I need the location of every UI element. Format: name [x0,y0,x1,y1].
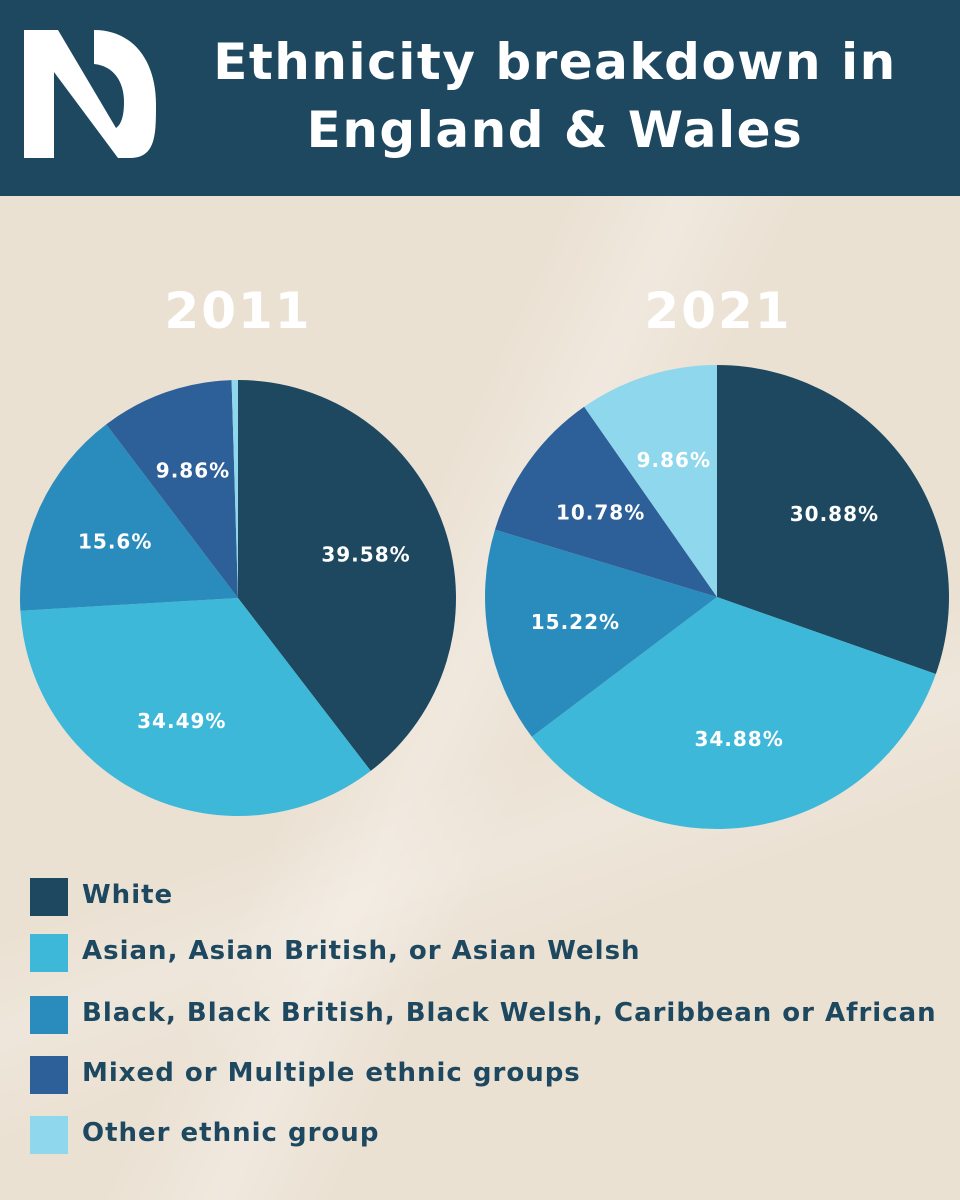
page-title-line-2: England & Wales [306,101,804,159]
page-title: Ethnicity breakdown in England & Wales [185,28,925,164]
legend-swatch-asian [30,934,68,972]
pie-2011-slice-white [238,380,456,771]
header-banner: Ethnicity breakdown in England & Wales [0,0,960,196]
legend-item-mixed: Mixed or Multiple ethnic groups [30,1056,950,1096]
pie-2021-label-asian: 34.88% [694,727,783,751]
legend-label-asian: Asian, Asian British, or Asian Welsh [82,936,641,966]
pie-2021-slice-mixed [495,406,717,597]
charts-area: 2011 2021 39.58% 34.49% 15.6% 9.86% 30.88% 3… [0,196,960,856]
brand-logo-icon [24,30,156,158]
chart-2021-title: 2021 [644,282,792,340]
pie-2021-label-mixed: 10.78% [556,501,645,525]
pie-2011-slice-other [231,380,238,598]
pie-2021-slice-asian [531,597,936,829]
legend-item-asian: Asian, Asian British, or Asian Welsh [30,934,950,974]
pie-2011-label-mixed: 9.86% [156,459,230,483]
legend-label-mixed: Mixed or Multiple ethnic groups [82,1058,581,1088]
pie-chart-2011: 39.58% 34.49% 15.6% 9.86% [19,380,456,817]
pie-2021-slice-white [717,365,949,675]
pie-2021-label-white: 30.88% [790,502,879,526]
pie-2011-slice-mixed [106,380,238,598]
legend-swatch-other [30,1116,68,1154]
legend-item-white: White [30,878,950,918]
legend-swatch-mixed [30,1056,68,1094]
legend-item-black: Black, Black British, Black Welsh, Carib… [30,996,950,1036]
pie-chart-2021: 30.88% 34.88% 15.22% 10.78% 9.86% [485,365,949,829]
pie-2021-label-other: 9.86% [637,448,711,472]
legend-label-white: White [82,880,174,910]
legend-swatch-white [30,878,68,916]
legend-item-other: Other ethnic group [30,1116,950,1156]
pie-2011-slice-asian [20,598,371,817]
pie-2011-label-asian: 34.49% [137,709,226,733]
pie-2021-label-black: 15.22% [531,610,620,634]
chart-2011-title: 2011 [164,282,312,340]
pie-2011-slice-black [19,424,239,611]
pie-2011-label-black: 15.6% [78,530,152,554]
pie-2011-label-white: 39.58% [321,543,410,567]
legend-label-black: Black, Black British, Black Welsh, Carib… [82,998,937,1028]
legend-swatch-black [30,996,68,1034]
pie-2021-slice-other [584,365,717,597]
page-title-line-1: Ethnicity breakdown in [213,33,897,91]
pie-2021-slice-black [485,529,717,737]
legend-label-other: Other ethnic group [82,1118,380,1148]
